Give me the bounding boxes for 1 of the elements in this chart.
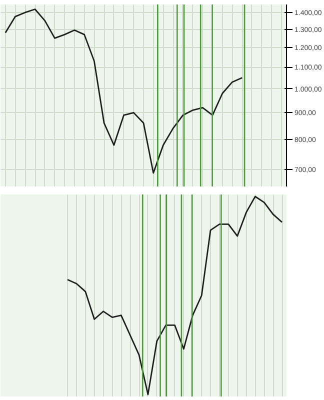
line-series	[4, 8, 243, 174]
